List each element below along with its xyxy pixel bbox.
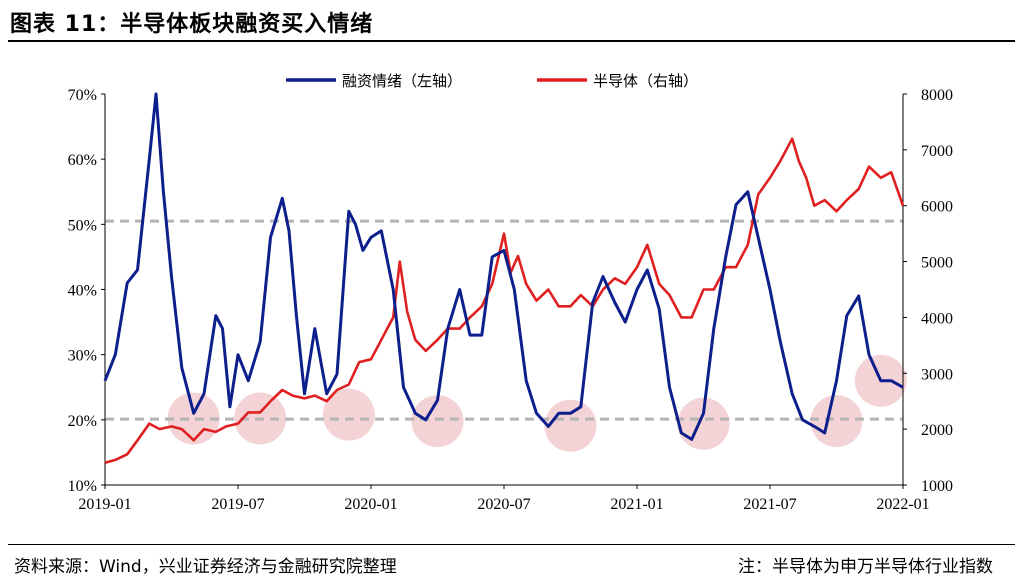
right-tick-label: 4000 [921, 310, 953, 327]
left-tick-label: 50% [68, 217, 97, 234]
x-tick-label: 2020-01 [344, 496, 397, 513]
x-tick-label: 2020-07 [477, 496, 530, 513]
legend-label-financing: 融资情绪（左轴） [342, 72, 462, 90]
left-tick-label: 10% [68, 478, 97, 495]
x-tick-label: 2019-01 [78, 496, 131, 513]
highlight-circle [411, 395, 464, 448]
title-rule [8, 40, 1015, 42]
left-tick-label: 40% [68, 283, 97, 300]
x-tick-label: 2021-01 [610, 496, 663, 513]
x-tick-label: 2022-01 [876, 496, 929, 513]
series-line-financing [103, 92, 904, 441]
right-tick-label: 3000 [921, 366, 953, 383]
right-tick-label: 7000 [921, 143, 953, 160]
chart: 10% 20% 30% 40% 50% 60% 70% 1000 2000 3000 4000 500… [68, 72, 953, 513]
highlight-circle [167, 392, 220, 445]
x-tick-label: 2021-07 [743, 496, 796, 513]
chart-title: 图表 11：半导体板块融资买入情绪 [10, 12, 374, 37]
left-tick-label: 60% [68, 152, 97, 169]
footer-rule [8, 544, 1015, 545]
highlight-circle [322, 388, 375, 441]
right-tick-label: 6000 [921, 199, 953, 216]
index-note: 注：半导体为申万半导体行业指数 [738, 557, 993, 577]
highlight-circle [810, 395, 863, 448]
left-tick-label: 70% [68, 87, 97, 104]
right-tick-label: 5000 [921, 255, 953, 272]
highlight-circle [544, 399, 597, 452]
right-tick-label: 1000 [921, 478, 953, 495]
x-tick-label: 2019-07 [211, 496, 264, 513]
right-tick-label: 8000 [921, 87, 953, 104]
left-tick-label: 30% [68, 348, 97, 365]
source-note: 资料来源：Wind，兴业证券经济与金融研究院整理 [14, 557, 397, 577]
highlight-circle [677, 397, 730, 450]
series-line-semiconductor [104, 137, 905, 464]
right-tick-label: 2000 [921, 422, 953, 439]
legend-label-semiconductor: 半导体（右轴） [593, 72, 698, 90]
left-tick-label: 20% [68, 413, 97, 430]
